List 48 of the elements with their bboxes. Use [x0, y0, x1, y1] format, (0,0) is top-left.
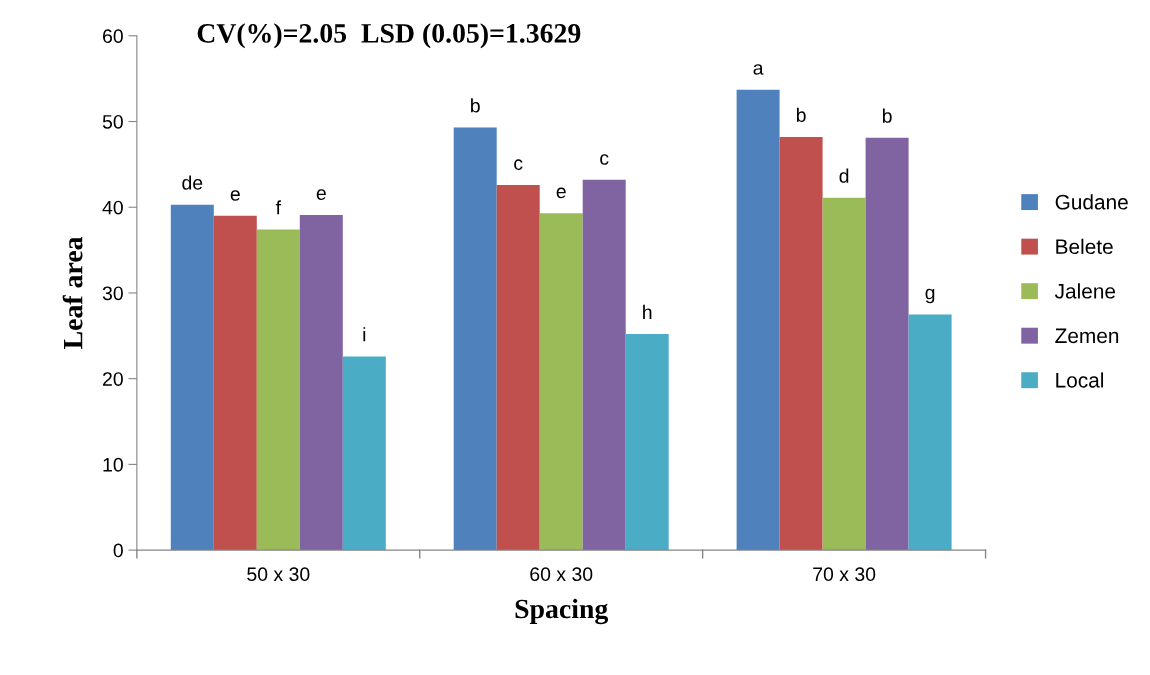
bar — [299, 214, 343, 551]
bar — [908, 314, 952, 551]
y-tick-label: 60 — [103, 29, 123, 44]
x-axis-title: Spacing — [515, 598, 609, 625]
y-tick-label: 0 — [113, 543, 123, 558]
y-tick-label: 10 — [103, 457, 123, 472]
y-tick-label: 40 — [102, 200, 123, 215]
bar — [342, 356, 386, 551]
data-label: e — [316, 189, 326, 200]
y-tick-label: 30 — [102, 286, 123, 301]
data-label: i — [363, 327, 366, 342]
bar — [736, 89, 780, 551]
data-label: e — [556, 187, 566, 199]
bar — [625, 334, 669, 551]
legend-label: Jalene — [1054, 283, 1116, 299]
bar — [539, 213, 583, 551]
chart-title: CV(%)=2.05 LSD (0.05)=1.3629 — [197, 23, 581, 49]
bar — [496, 184, 540, 551]
data-label: de — [182, 175, 203, 190]
data-label: b — [882, 108, 892, 123]
legend-label: Belete — [1056, 238, 1113, 255]
data-label: d — [839, 168, 849, 183]
bar — [170, 204, 214, 551]
y-axis-title: Leaf area — [62, 236, 83, 349]
bar — [256, 229, 300, 551]
bar — [213, 215, 257, 551]
data-label: h — [643, 304, 652, 319]
x-tick-label: 60 x 30 — [530, 567, 593, 582]
data-label: c — [600, 154, 609, 165]
data-label: e — [230, 190, 240, 201]
data-label: b — [471, 98, 480, 113]
x-tick-label: 70 x 30 — [813, 567, 876, 582]
data-label: b — [796, 107, 806, 122]
data-label: g — [925, 288, 935, 304]
bar — [779, 136, 823, 551]
data-label: f — [275, 200, 282, 215]
y-tick-label: 50 — [102, 114, 123, 129]
legend-label: Local — [1056, 372, 1104, 388]
bar — [822, 197, 866, 551]
x-tick-label: 50 x 30 — [247, 567, 310, 582]
bar — [582, 179, 626, 551]
bar — [453, 127, 497, 551]
data-label: c — [514, 159, 523, 170]
bar — [865, 137, 909, 551]
legend-label: Gudane — [1055, 194, 1128, 210]
y-tick-label: 20 — [103, 372, 123, 386]
legend-label: Zemen — [1055, 328, 1119, 344]
data-label: a — [753, 64, 764, 75]
